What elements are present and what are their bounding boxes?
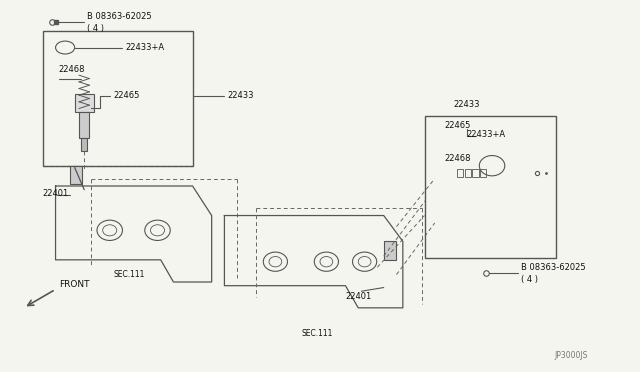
Text: 22468: 22468 <box>59 65 85 74</box>
Text: 22468: 22468 <box>444 154 471 163</box>
Text: 22401: 22401 <box>43 189 69 198</box>
Bar <box>480 169 486 177</box>
Text: B 08363-62025: B 08363-62025 <box>88 12 152 21</box>
Bar <box>384 241 396 260</box>
Text: 22433+A: 22433+A <box>125 43 164 52</box>
Text: ( 4 ): ( 4 ) <box>88 24 104 33</box>
Text: SEC.111: SEC.111 <box>113 270 145 279</box>
Bar <box>43 31 193 166</box>
Bar <box>457 169 463 177</box>
Text: JP3000JS: JP3000JS <box>554 351 588 360</box>
Text: 22433: 22433 <box>228 91 254 100</box>
Text: 22465: 22465 <box>113 91 140 100</box>
Bar <box>81 138 88 151</box>
Bar <box>425 116 556 258</box>
Text: FRONT: FRONT <box>59 280 89 289</box>
Bar <box>75 94 94 112</box>
Text: SEC.111: SEC.111 <box>301 329 333 338</box>
Text: ( 4 ): ( 4 ) <box>521 275 538 284</box>
Text: 22433+A: 22433+A <box>467 130 506 139</box>
Bar <box>472 169 479 177</box>
Text: 22433: 22433 <box>453 100 480 109</box>
Text: 22401: 22401 <box>346 292 372 301</box>
Text: B 08363-62025: B 08363-62025 <box>521 263 586 272</box>
Text: 22465: 22465 <box>444 121 470 129</box>
Bar <box>79 112 90 138</box>
Bar <box>465 169 471 177</box>
Bar <box>70 166 82 184</box>
